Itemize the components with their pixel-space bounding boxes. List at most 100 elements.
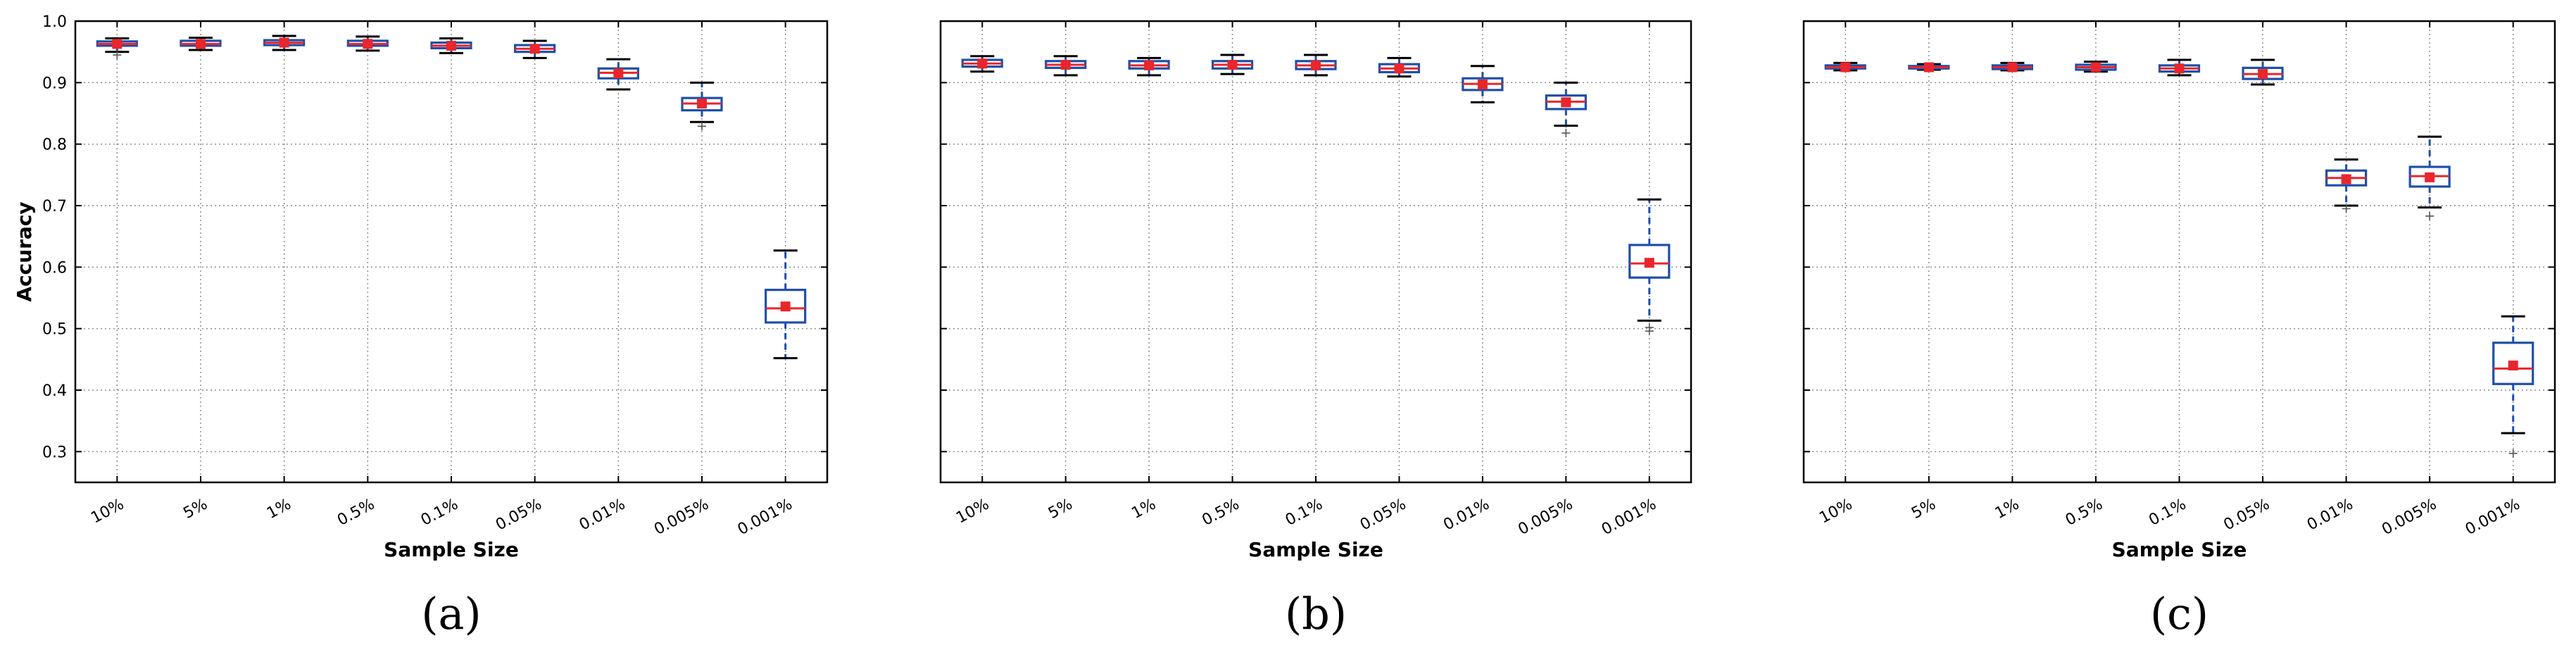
- x-tick-label: 10%: [953, 496, 992, 527]
- box-1%: [1991, 61, 2033, 73]
- mean-marker: [1144, 60, 1155, 70]
- box-0.01%: [597, 58, 639, 91]
- y-tick-label: 0.8: [42, 137, 67, 154]
- panel-caption: (b): [1285, 588, 1347, 639]
- box-0.1%: [1295, 54, 1337, 77]
- x-tick-label: 0.001%: [1599, 496, 1659, 539]
- mean-marker: [697, 99, 707, 109]
- x-tick-label: 0.1%: [1283, 496, 1326, 530]
- mean-marker: [780, 301, 791, 312]
- box-0.005%: [2408, 135, 2451, 220]
- x-axis-title: Sample Size: [2112, 538, 2247, 561]
- mean-marker: [1060, 60, 1071, 70]
- chart-panel-3: 10% 5% 1% 0.5% 0.1% 0.05% 0.01% 0.005% 0.001% Sam…: [1802, 20, 2556, 639]
- panel-caption: (a): [421, 588, 481, 639]
- mean-marker: [112, 39, 122, 49]
- x-tick-label: 1%: [1992, 496, 2023, 523]
- x-tick-label: 0.005%: [651, 496, 712, 539]
- mean-marker: [2425, 172, 2435, 182]
- box-1%: [263, 35, 306, 51]
- box-0.01%: [2325, 158, 2368, 213]
- box-iqr: [1628, 244, 1671, 279]
- outlier-marker: [2425, 211, 2434, 220]
- mean-marker: [1561, 97, 1571, 108]
- mean-marker: [446, 40, 456, 51]
- y-tick-label: 0.7: [42, 198, 67, 215]
- mean-marker: [2341, 174, 2351, 184]
- mean-marker: [1923, 62, 1934, 73]
- plot-frame: [939, 20, 1692, 484]
- chart-panel-1: 0.3 0.4 0.5 0.6 0.7 0.8 0.9 1.0 10% 5% 1% 0.5% 0.1% 0…: [13, 13, 829, 639]
- x-tick-label: 0.01%: [1440, 496, 1492, 534]
- box-0.005%: [681, 81, 723, 131]
- mean-marker: [2508, 361, 2518, 371]
- box-0.1%: [2158, 58, 2201, 77]
- box-0.5%: [346, 35, 389, 52]
- mean-marker: [2258, 69, 2268, 80]
- y-tick-label: 0.9: [42, 75, 67, 92]
- box-0.05%: [514, 39, 556, 59]
- x-axis-title: Sample Size: [1248, 538, 1383, 561]
- mean-marker: [2007, 62, 2018, 73]
- mean-marker: [2174, 63, 2185, 74]
- y-tick-label: 1.0: [42, 13, 67, 31]
- mean-marker: [2090, 62, 2101, 73]
- box-0.001%: [1628, 198, 1671, 336]
- box-0.5%: [1211, 54, 1254, 75]
- x-tick-label: 0.1%: [2146, 496, 2189, 530]
- box-5%: [180, 37, 222, 51]
- box-5%: [1045, 55, 1087, 77]
- mean-marker: [279, 37, 289, 48]
- mean-marker: [1394, 63, 1405, 74]
- x-tick-label: 0.001%: [735, 496, 796, 539]
- outlier-marker: [113, 51, 122, 60]
- y-axis-title: Accuracy: [13, 201, 36, 301]
- x-axis-title: Sample Size: [384, 538, 519, 561]
- x-tick-label: 0.01%: [2304, 496, 2356, 534]
- plot-frame: [74, 20, 829, 484]
- box-0.05%: [1378, 56, 1421, 78]
- x-tick-label: 0.05%: [1357, 496, 1409, 534]
- outlier-marker: [1645, 323, 1654, 332]
- mean-marker: [363, 39, 373, 49]
- mean-marker: [1477, 79, 1488, 89]
- x-tick-label: 0.05%: [2221, 496, 2273, 534]
- x-tick-label: 0.1%: [418, 496, 461, 530]
- x-tick-label: 0.005%: [2379, 496, 2439, 539]
- box-0.5%: [2075, 61, 2117, 73]
- y-tick-label: 0.6: [42, 259, 67, 277]
- mean-marker: [1644, 258, 1654, 268]
- y-tick-label: 0.3: [42, 444, 67, 461]
- x-tick-label: 1%: [264, 496, 294, 523]
- x-tick-label: 1%: [1129, 496, 1160, 523]
- x-tick-label: 0.05%: [493, 496, 544, 534]
- y-tick-label: 0.5: [42, 321, 67, 339]
- outlier-marker: [2342, 204, 2351, 213]
- x-tick-label: 0.001%: [2463, 496, 2523, 539]
- x-tick-label: 5%: [180, 496, 211, 523]
- x-tick-label: 5%: [1909, 496, 1939, 523]
- box-0.005%: [1545, 81, 1587, 137]
- y-tick-label: 0.4: [42, 382, 67, 400]
- box-10%: [1824, 61, 1866, 73]
- panel-caption: (c): [2150, 588, 2209, 639]
- x-tick-label: 0.5%: [334, 496, 377, 530]
- outlier-marker: [2508, 449, 2518, 458]
- x-tick-label: 0.5%: [1199, 496, 1242, 530]
- mean-marker: [1840, 62, 1851, 73]
- mean-marker: [1227, 60, 1238, 70]
- box-10%: [96, 37, 138, 60]
- plot-frame: [1802, 20, 2556, 484]
- box-0.05%: [2242, 58, 2284, 86]
- box-10%: [961, 55, 1003, 73]
- mean-marker: [1311, 60, 1321, 70]
- box-1%: [1128, 56, 1170, 77]
- chart-panel-2: 10% 5% 1% 0.5% 0.1% 0.05% 0.01% 0.005% 0.001% Sam…: [939, 20, 1692, 639]
- x-tick-label: 0.01%: [577, 496, 628, 534]
- box-0.01%: [1462, 65, 1504, 104]
- x-tick-label: 10%: [1816, 496, 1855, 527]
- mean-marker: [196, 39, 206, 49]
- mean-marker: [613, 68, 624, 79]
- x-tick-label: 0.005%: [1515, 496, 1576, 539]
